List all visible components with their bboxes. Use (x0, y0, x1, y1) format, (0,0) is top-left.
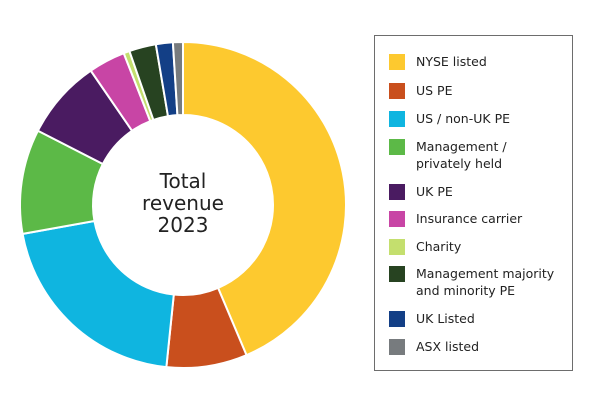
center-label-line-1: Total (159, 169, 207, 193)
legend-label: US / non-UK PE (416, 110, 571, 127)
donut-slice-0 (182, 40, 347, 357)
legend-label-line: Charity (416, 239, 462, 254)
legend-label-line: and minority PE (416, 283, 516, 298)
center-label-line-3: 2023 (157, 213, 209, 237)
legend-label-line: privately held (416, 156, 503, 171)
donut-center-label: Total revenue 2023 (113, 170, 253, 236)
legend-label: UK Listed (416, 310, 571, 327)
legend-swatch (389, 239, 405, 255)
legend-label: US PE (416, 82, 571, 99)
legend-swatch (389, 139, 405, 155)
legend-label-line: UK PE (416, 184, 453, 199)
legend-swatch (389, 111, 405, 127)
legend-swatch (389, 339, 405, 355)
legend-label-line: Insurance carrier (416, 211, 523, 226)
chart-legend: NYSE listed US PE US / non-UK PE Management… (374, 35, 573, 371)
legend-label: UK PE (416, 183, 571, 200)
legend-label: ASX listed (416, 338, 571, 355)
legend-swatch (389, 266, 405, 282)
legend-label: Charity (416, 238, 571, 255)
legend-label-line: ASX listed (416, 339, 480, 354)
legend-label-line: UK Listed (416, 311, 475, 326)
legend-label: Insurance carrier (416, 210, 571, 227)
legend-swatch (389, 54, 405, 70)
legend-label: Management majority and minority PE (416, 265, 571, 299)
legend-label-line: Management / (416, 139, 507, 154)
legend-label: NYSE listed (416, 53, 571, 70)
legend-label: Management / privately held (416, 138, 571, 172)
donut-chart (19, 40, 347, 369)
legend-label-line: NYSE listed (416, 54, 487, 69)
legend-swatch (389, 83, 405, 99)
legend-swatch (389, 184, 405, 200)
legend-label-line: US PE (416, 83, 453, 98)
donut-slice-9 (171, 40, 184, 117)
legend-label-line: US / non-UK PE (416, 111, 511, 126)
legend-swatch (389, 311, 405, 327)
center-label-line-2: revenue (142, 191, 224, 215)
legend-swatch (389, 211, 405, 227)
legend-label-line: Management majority (416, 266, 555, 281)
donut-slice-2 (21, 219, 175, 369)
